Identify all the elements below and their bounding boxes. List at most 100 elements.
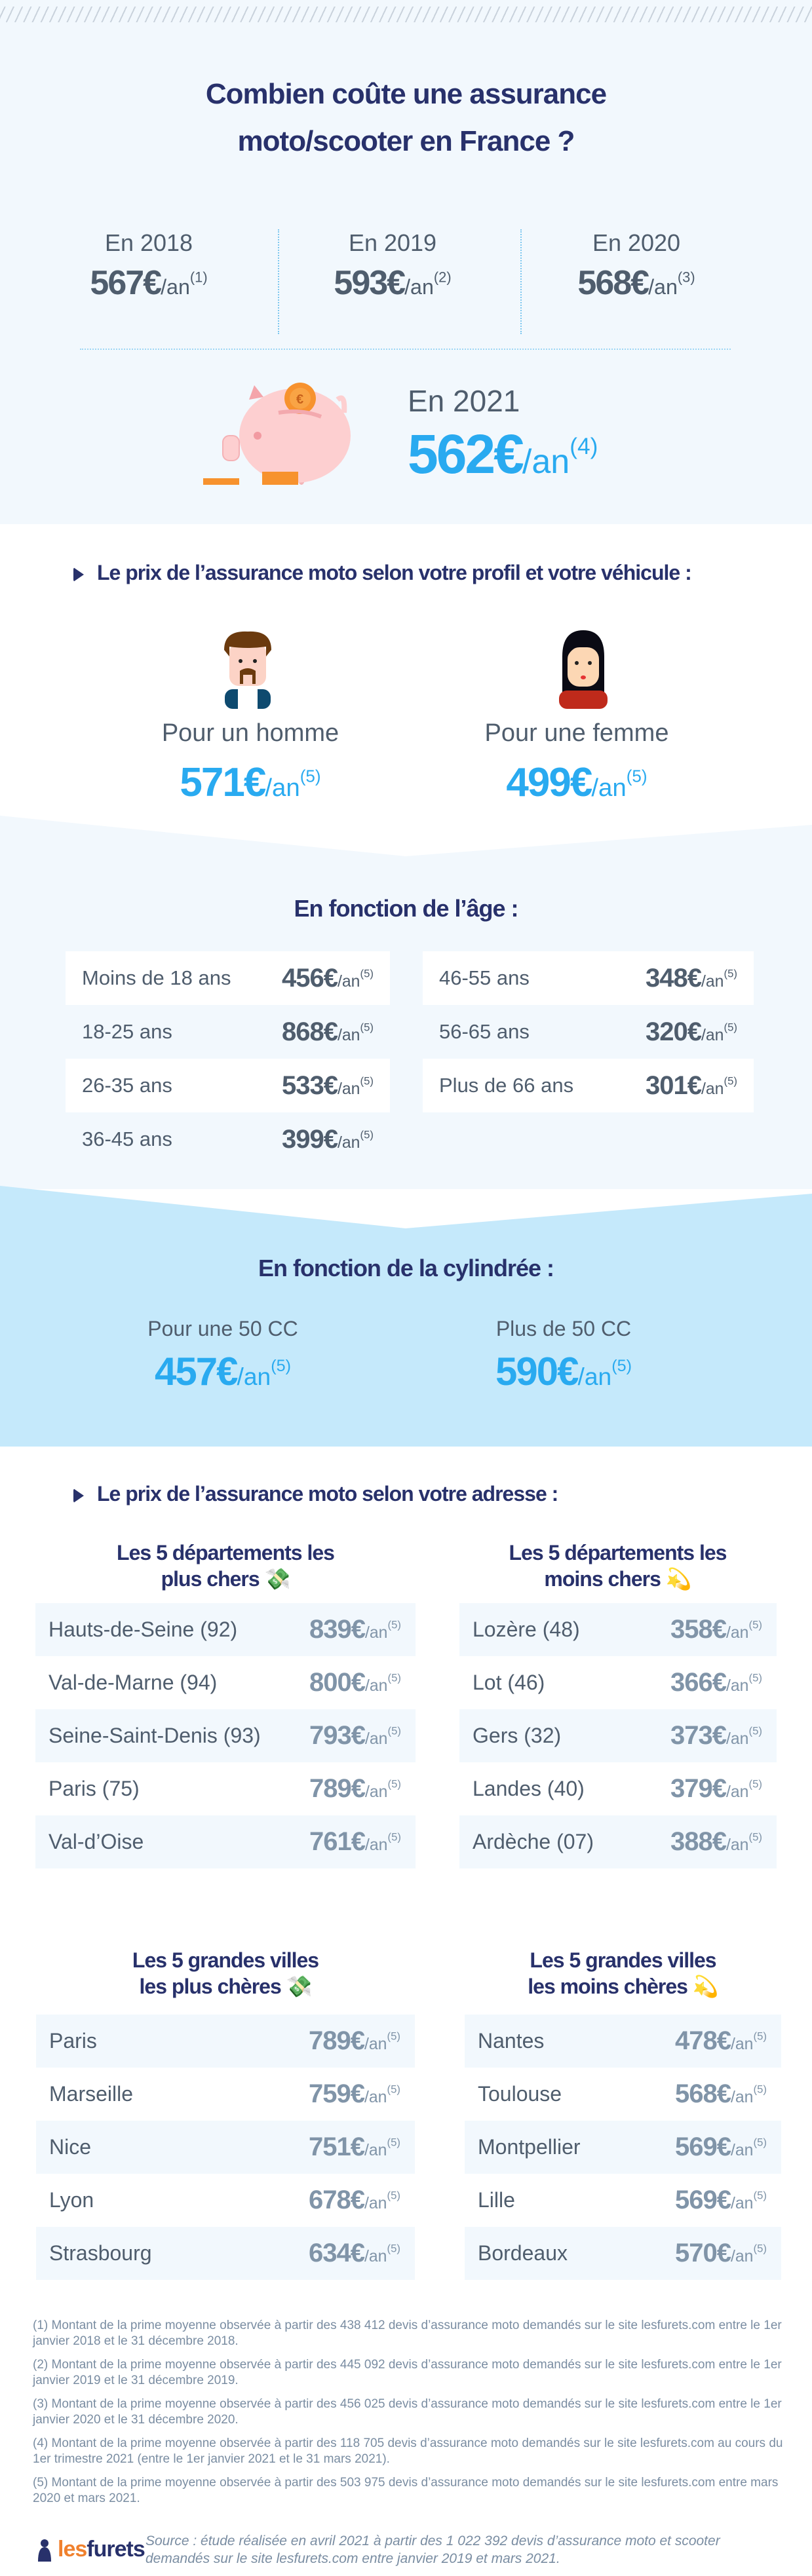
money-wings-icon: 💸	[286, 1975, 313, 1998]
row-price: 379€/an(5)	[670, 1774, 762, 1803]
woman-price: Pour une femme 499€/an(5)	[484, 719, 669, 805]
table-row: 36-45 ans 399€/an(5)	[66, 1112, 390, 1166]
decorative-hatch	[0, 7, 812, 22]
ferret-logo-icon	[38, 2539, 51, 2562]
table-row: Gers (32) 373€/an(5)	[459, 1709, 777, 1762]
row-price: 678€/an(5)	[309, 2186, 400, 2214]
cylinder-over-50cc: Plus de 50 CC 590€/an(5)	[495, 1317, 632, 1393]
footnote-2: (2) Montant de la prime moyenne observée…	[33, 2358, 782, 2387]
intro-section	[0, 0, 812, 524]
row-price: 761€/an(5)	[309, 1827, 401, 1856]
row-label: Val-de-Marne (94)	[48, 1671, 218, 1694]
row-price: 759€/an(5)	[309, 2079, 400, 2108]
dept-expensive-title: Les 5 départements les plus chers 💸	[117, 1541, 335, 1591]
row-label: Hauts-de-Seine (92)	[48, 1618, 238, 1641]
man-price: Pour un homme 571€/an(5)	[161, 719, 339, 805]
row-price: 456€/an(5)	[282, 963, 374, 993]
row-price: 366€/an(5)	[670, 1668, 762, 1697]
table-row: Val-de-Marne (94) 800€/an(5)	[35, 1656, 416, 1709]
cylinder-section-bg	[0, 1186, 812, 1447]
table-row: Lozère (48) 358€/an(5)	[459, 1603, 777, 1656]
row-price: 399€/an(5)	[282, 1124, 374, 1154]
row-price: 373€/an(5)	[670, 1721, 762, 1750]
lesfurets-logo[interactable]: les furets	[35, 2537, 145, 2562]
divider	[278, 229, 279, 334]
row-label: Lot (46)	[473, 1671, 545, 1694]
bullet-icon	[73, 567, 84, 582]
row-label: Paris (75)	[48, 1777, 140, 1800]
table-row: Paris (75) 789€/an(5)	[35, 1762, 416, 1815]
row-price: 793€/an(5)	[309, 1721, 401, 1750]
row-price: 634€/an(5)	[309, 2239, 400, 2267]
row-price: 533€/an(5)	[282, 1070, 374, 1100]
row-label: Lille	[478, 2188, 515, 2212]
row-label: Montpellier	[478, 2135, 581, 2159]
row-price: 789€/an(5)	[309, 1774, 401, 1803]
footnote-4: (4) Montant de la prime moyenne observée…	[33, 2436, 783, 2466]
city-cheap-table: Nantes 478€/an(5) Toulouse 568€/an(5) Montpe…	[465, 2015, 781, 2280]
row-price: 570€/an(5)	[675, 2239, 767, 2267]
table-row: Plus de 66 ans 301€/an(5)	[423, 1059, 754, 1112]
row-label: Gers (32)	[473, 1724, 562, 1747]
city-expensive-table: Paris 789€/an(5) Marseille 759€/an(5) Nice 75…	[36, 2015, 415, 2280]
profile-heading: Le prix de l’assurance moto selon votre …	[73, 561, 692, 585]
table-row: 46-55 ans 348€/an(5)	[423, 951, 754, 1005]
bullet-icon	[73, 1488, 84, 1503]
woman-avatar-icon	[559, 630, 608, 709]
row-label: Marseille	[49, 2082, 134, 2106]
table-row: Toulouse 568€/an(5)	[465, 2068, 781, 2121]
year-2021: En 2021 562€/an(4)	[408, 384, 598, 485]
man-avatar-icon	[224, 631, 271, 709]
row-price: 751€/an(5)	[309, 2132, 400, 2161]
city-cheap-title: Les 5 grandes villes les moins chères 💫	[528, 1948, 718, 1998]
page-title: Combien coûte une assurance moto/scooter…	[205, 78, 607, 157]
row-price: 569€/an(5)	[675, 2186, 767, 2214]
table-row: 18-25 ans 868€/an(5)	[66, 1005, 390, 1059]
table-row: Landes (40) 379€/an(5)	[459, 1762, 777, 1815]
table-row: Hauts-de-Seine (92) 839€/an(5)	[35, 1603, 416, 1656]
dizzy-star-icon: 💫	[665, 1567, 692, 1591]
row-price: 358€/an(5)	[670, 1615, 762, 1644]
divider	[80, 349, 731, 350]
table-row: Nantes 478€/an(5)	[465, 2015, 781, 2068]
year-2018: En 2018 567€/an(1)	[90, 229, 208, 302]
table-row: Marseille 759€/an(5)	[36, 2068, 415, 2121]
svg-text:€: €	[296, 392, 303, 407]
table-row: Moins de 18 ans 456€/an(5)	[66, 951, 390, 1005]
table-row: Strasbourg 634€/an(5)	[36, 2227, 415, 2280]
row-price: 478€/an(5)	[675, 2026, 767, 2055]
row-label: Landes (40)	[473, 1777, 585, 1800]
row-price: 800€/an(5)	[309, 1668, 401, 1697]
table-row: 26-35 ans 533€/an(5)	[66, 1059, 390, 1112]
row-price: 868€/an(5)	[282, 1017, 374, 1046]
footnote-1: (1) Montant de la prime moyenne observée…	[33, 2319, 782, 2348]
row-price: 388€/an(5)	[670, 1827, 762, 1856]
table-row: Val-d’Oise 761€/an(5)	[35, 1815, 416, 1868]
row-label: 18-25 ans	[82, 1020, 172, 1043]
row-label: Val-d’Oise	[48, 1830, 144, 1853]
source-note: Source : étude réalisée en avril 2021 à …	[145, 2533, 720, 2566]
table-row: Bordeaux 570€/an(5)	[465, 2227, 781, 2280]
cylinder-heading: En fonction de la cylindrée :	[258, 1255, 554, 1281]
table-row: Ardèche (07) 388€/an(5)	[459, 1815, 777, 1868]
row-label: Plus de 66 ans	[439, 1074, 574, 1097]
dept-cheap-table: Lozère (48) 358€/an(5) Lot (46) 366€/an(5) G…	[459, 1603, 777, 1868]
row-label: Strasbourg	[49, 2241, 152, 2265]
money-wings-icon: 💸	[264, 1567, 291, 1591]
table-row: Nice 751€/an(5)	[36, 2121, 415, 2174]
dept-cheap-title: Les 5 départements les moins chers 💫	[509, 1541, 727, 1591]
row-label: 46-55 ans	[439, 966, 530, 989]
row-price: 569€/an(5)	[675, 2132, 767, 2161]
year-2019: En 2019 593€/an(2)	[334, 229, 452, 302]
row-label: Toulouse	[478, 2082, 562, 2106]
row-label: Nice	[49, 2135, 92, 2159]
row-price: 789€/an(5)	[309, 2026, 400, 2055]
cylinder-50cc: Pour une 50 CC 457€/an(5)	[147, 1317, 298, 1393]
row-price: 839€/an(5)	[309, 1615, 401, 1644]
row-label: Moins de 18 ans	[82, 966, 231, 989]
row-price: 348€/an(5)	[646, 963, 737, 993]
row-label: 36-45 ans	[82, 1127, 172, 1150]
age-table-left: Moins de 18 ans 456€/an(5) 18-25 ans 868€/a…	[66, 951, 390, 1166]
dept-expensive-table: Hauts-de-Seine (92) 839€/an(5) Val-de-Marn…	[35, 1603, 416, 1868]
table-row: Lyon 678€/an(5)	[36, 2174, 415, 2227]
